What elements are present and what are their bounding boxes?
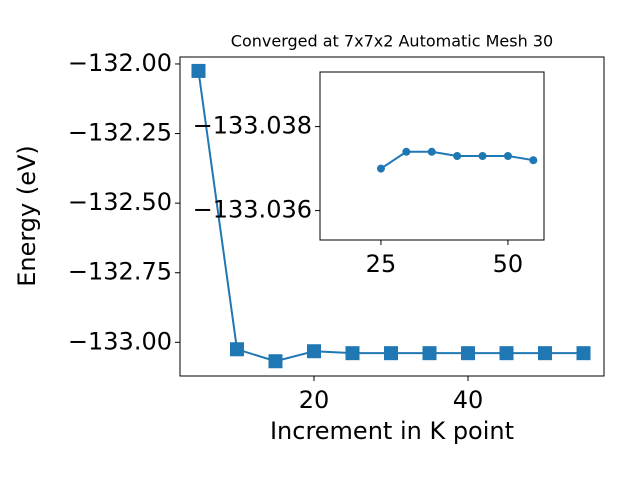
plot-content [191,63,591,369]
marker [427,147,436,156]
marker [376,164,385,173]
x-tick-label: 40 [453,386,484,414]
y-tick-label: −132.75 [68,258,172,286]
marker [229,342,244,357]
y-tick-label: −133.038 [193,112,312,140]
marker [499,346,514,361]
marker [478,152,487,160]
x-axis-label: Increment in K point [270,417,514,445]
marker [422,346,437,361]
axes-frame [179,56,605,377]
x-tick-label: 50 [493,250,524,278]
y-tick-label: −132.00 [68,49,172,77]
y-tick-label: −133.036 [193,196,312,224]
chart-title: Converged at 7x7x2 Automatic Mesh 30 [231,32,553,51]
marker [306,344,321,359]
marker [345,346,360,361]
marker [191,63,206,78]
y-tick-label: −132.25 [68,119,172,147]
y-tick-label: −132.50 [68,188,172,216]
axes-frame [319,71,545,241]
y-axis-label: Energy (eV) [13,145,41,287]
marker [402,147,411,156]
x-tick-label: 25 [366,250,397,278]
x-tick-label: 20 [299,386,330,414]
marker [461,346,476,361]
marker [538,346,553,361]
marker [503,152,512,160]
marker [268,354,283,369]
marker [529,156,538,165]
marker [383,346,398,361]
plot-content [376,147,538,173]
y-tick-label: −133.00 [68,327,172,355]
marker [453,152,462,160]
marker [576,346,591,361]
